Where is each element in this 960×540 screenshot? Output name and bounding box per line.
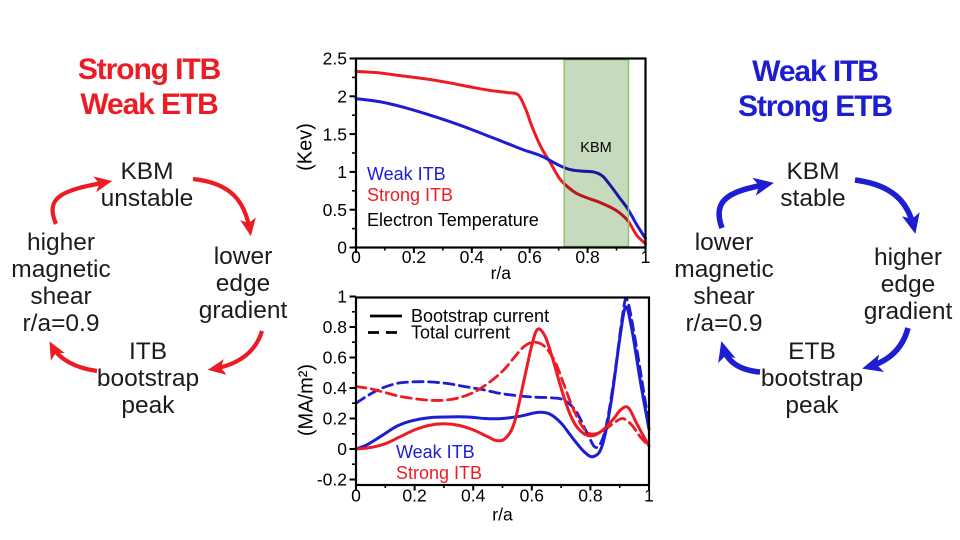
svg-text:0: 0 <box>337 238 347 258</box>
svg-text:r/a: r/a <box>492 505 513 525</box>
svg-text:r/a: r/a <box>491 263 512 283</box>
svg-text:1: 1 <box>644 486 654 506</box>
svg-text:(Kev): (Kev) <box>295 123 317 171</box>
svg-text:Strong ITB: Strong ITB <box>396 463 482 483</box>
svg-text:0: 0 <box>337 439 347 459</box>
svg-text:(MA/m²): (MA/m²) <box>296 364 318 436</box>
svg-text:0.4: 0.4 <box>460 247 485 267</box>
svg-text:1: 1 <box>337 162 347 182</box>
svg-text:1: 1 <box>337 287 347 307</box>
svg-text:2: 2 <box>337 87 347 107</box>
svg-text:Total current: Total current <box>411 323 510 343</box>
svg-text:0: 0 <box>351 486 361 506</box>
svg-text:Bootstrap current: Bootstrap current <box>411 306 549 326</box>
svg-text:0.6: 0.6 <box>323 348 347 368</box>
svg-text:0.6: 0.6 <box>518 247 542 267</box>
svg-text:0.8: 0.8 <box>578 486 602 506</box>
svg-text:Electron Temperature: Electron Temperature <box>367 210 539 230</box>
svg-text:0: 0 <box>351 247 361 267</box>
svg-text:0.2: 0.2 <box>402 247 426 267</box>
svg-text:Weak ITB: Weak ITB <box>396 442 475 462</box>
svg-text:0.5: 0.5 <box>323 200 347 220</box>
svg-text:1.5: 1.5 <box>323 124 347 144</box>
svg-text:2.5: 2.5 <box>323 49 347 69</box>
svg-text:-0.2: -0.2 <box>317 470 347 490</box>
svg-text:Strong ITB: Strong ITB <box>367 185 453 205</box>
svg-text:0.2: 0.2 <box>323 409 347 429</box>
svg-text:Weak ITB: Weak ITB <box>367 164 446 184</box>
svg-text:0.6: 0.6 <box>520 486 544 506</box>
svg-text:0.4: 0.4 <box>323 378 348 398</box>
svg-text:0.2: 0.2 <box>402 486 426 506</box>
svg-text:0.8: 0.8 <box>323 317 347 337</box>
svg-text:KBM: KBM <box>580 140 611 156</box>
svg-text:1: 1 <box>641 247 651 267</box>
svg-text:0.4: 0.4 <box>461 486 486 506</box>
svg-text:0.8: 0.8 <box>575 247 599 267</box>
